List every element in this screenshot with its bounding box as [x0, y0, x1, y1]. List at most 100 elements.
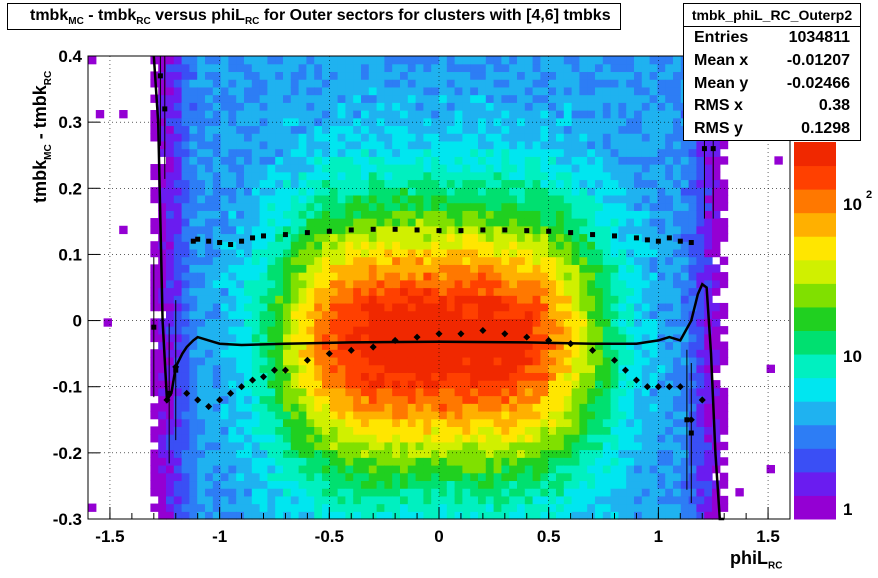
heatmap-cell: [220, 171, 229, 181]
heatmap-cell: [384, 164, 393, 173]
heatmap-cell: [267, 56, 276, 65]
heatmap-cell: [446, 233, 456, 242]
heatmap-cell: [322, 256, 331, 265]
heatmap-cell: [634, 133, 643, 142]
heatmap-cell: [470, 187, 479, 196]
heatmap-cell: [407, 395, 417, 404]
heatmap-cell: [329, 148, 339, 157]
heatmap-cell: [314, 248, 323, 258]
heatmap-cell: [470, 426, 479, 435]
heatmap-cell: [446, 194, 456, 204]
heatmap-cell: [361, 364, 370, 373]
heatmap-cell: [353, 171, 362, 181]
heatmap-cell: [400, 79, 409, 88]
heatmap-cell: [236, 464, 245, 474]
palette-swatch: [794, 330, 836, 355]
heatmap-cell: [197, 248, 206, 258]
heatmap-cell: [571, 457, 580, 466]
heatmap-cell: [166, 472, 175, 482]
heatmap-cell: [400, 110, 409, 119]
heatmap-cell: [283, 449, 292, 458]
heatmap-cell: [400, 341, 409, 350]
heatmap-cell: [517, 287, 526, 296]
heatmap-cell: [602, 410, 612, 420]
heatmap-cell: [680, 503, 690, 512]
heatmap-cell: [704, 449, 713, 458]
heatmap-cell: [290, 341, 300, 350]
heatmap-cell: [602, 380, 612, 389]
heatmap-cell: [384, 418, 393, 427]
heatmap-cell: [392, 287, 401, 296]
heatmap-cell: [556, 495, 565, 505]
heatmap-cell: [322, 202, 331, 211]
heatmap-cell: [579, 202, 588, 211]
heatmap-cell: [712, 380, 721, 389]
heatmap-cell: [298, 472, 307, 482]
heatmap-cell: [595, 264, 604, 273]
heatmap-cell: [704, 233, 713, 242]
heatmap-cell: [493, 272, 502, 281]
heatmap-cell: [665, 179, 674, 188]
heatmap-cell: [626, 117, 635, 127]
heatmap-cell: [485, 387, 495, 397]
heatmap-cell: [158, 117, 167, 127]
heatmap-cell: [314, 434, 323, 443]
heatmap-cell: [244, 434, 253, 443]
heatmap-cell: [345, 326, 354, 335]
heatmap-cell: [283, 102, 292, 111]
heatmap-cell: [212, 94, 222, 103]
heatmap-cell: [532, 341, 541, 350]
heatmap-cell: [673, 410, 682, 420]
heatmap-cell: [376, 318, 385, 327]
heatmap-cell: [517, 372, 526, 381]
heatmap-cell: [517, 480, 526, 489]
heatmap-cell: [353, 56, 362, 65]
heatmap-cell: [267, 164, 276, 173]
heatmap-cell: [205, 233, 214, 242]
heatmap-cell: [509, 495, 518, 505]
heatmap-cell: [368, 272, 378, 281]
heatmap-cell: [228, 364, 237, 373]
heatmap-cell: [446, 218, 456, 227]
heatmap-cell: [220, 380, 229, 389]
heatmap-cell: [493, 410, 502, 420]
heatmap-cell: [595, 56, 604, 65]
heatmap-cell: [345, 449, 354, 458]
heatmap-cell: [673, 117, 682, 127]
heatmap-cell: [361, 449, 370, 458]
heatmap-cell: [220, 210, 229, 219]
heatmap-cell: [166, 218, 175, 227]
heatmap-cell: [189, 410, 198, 420]
heatmap-cell: [595, 148, 604, 157]
heatmap-cell: [532, 418, 541, 427]
heatmap-cell: [517, 457, 526, 466]
heatmap-cell: [626, 110, 635, 119]
heatmap-cell: [680, 341, 690, 350]
heatmap-cell: [618, 426, 627, 435]
heatmap-cell: [314, 403, 323, 412]
heatmap-cell: [548, 488, 557, 497]
heatmap-cell: [376, 86, 385, 96]
heatmap-cell: [329, 503, 339, 512]
heatmap-cell: [423, 187, 432, 196]
heatmap-cell: [205, 264, 214, 273]
heatmap-cell: [423, 495, 432, 505]
heatmap-cell: [665, 495, 674, 505]
heatmap-cell: [579, 86, 588, 96]
heatmap-cell: [314, 511, 323, 520]
heatmap-cell: [579, 56, 588, 65]
heatmap-cell: [150, 426, 159, 435]
heatmap-cell: [423, 79, 432, 88]
heatmap-cell: [228, 171, 237, 181]
heatmap-cell: [509, 94, 518, 103]
heatmap-cell: [173, 372, 183, 381]
heatmap-cell: [673, 341, 682, 350]
heatmap-cell: [610, 449, 619, 458]
heatmap-cell: [267, 133, 276, 142]
heatmap-cell: [267, 202, 276, 211]
heatmap-cell: [283, 56, 292, 65]
heatmap-cell: [212, 472, 222, 482]
heatmap-cell: [446, 441, 456, 451]
heatmap-cell: [602, 318, 612, 327]
heatmap-cell: [314, 133, 323, 142]
